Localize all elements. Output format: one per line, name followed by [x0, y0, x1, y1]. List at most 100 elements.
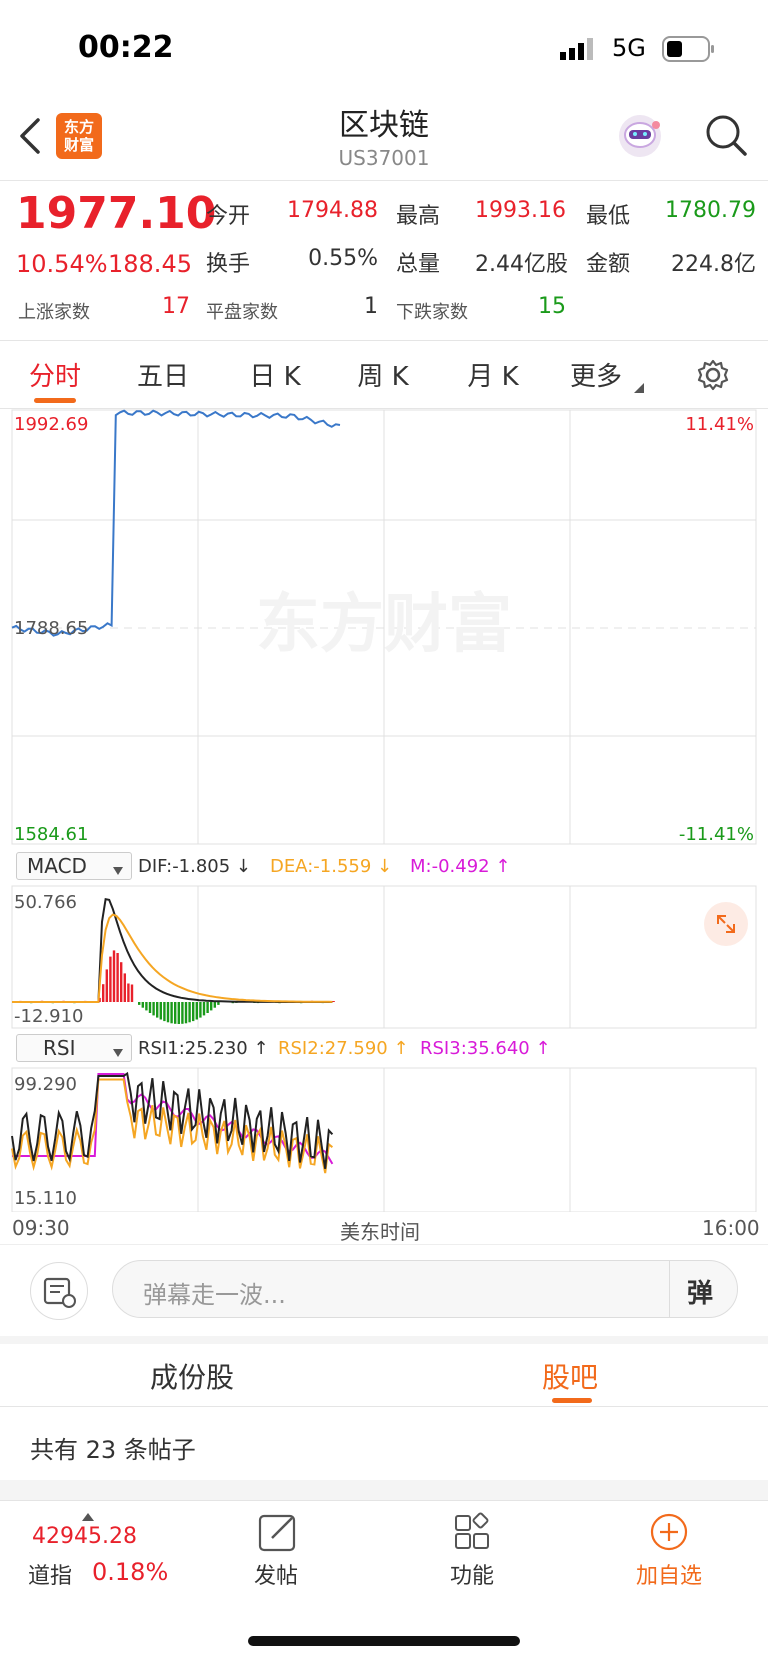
price-bottom-label: 1584.61: [14, 824, 88, 845]
rsi2-value: RSI2:27.590 ↑: [278, 1038, 409, 1059]
settings-gear-icon[interactable]: [696, 358, 730, 392]
add-watchlist-button[interactable]: 加自选: [624, 1510, 714, 1600]
tab-constituents[interactable]: 成份股: [150, 1361, 235, 1394]
macd-bar: [120, 962, 123, 1002]
down-count: 15: [538, 294, 566, 319]
index-up-arrow-icon: [82, 1506, 94, 1525]
expand-icon[interactable]: [704, 902, 748, 946]
macd-bar: [170, 1002, 173, 1024]
battery-icon: [662, 36, 716, 62]
macd-bar: [210, 1002, 213, 1011]
macd-bar: [127, 983, 130, 1002]
danmaku-input[interactable]: 弹幕走一波... 弹: [112, 1260, 738, 1318]
rsi1-value: RSI1:25.230 ↑: [138, 1038, 269, 1059]
rsi-label: RSI: [43, 1036, 76, 1060]
danmaku-placeholder: 弹幕走一波...: [143, 1281, 286, 1309]
macd-bar: [141, 1002, 144, 1008]
tabs-divider: [0, 408, 768, 409]
macd-bar: [145, 1002, 148, 1011]
tab-weekly-k[interactable]: 周 K: [357, 362, 409, 392]
rsi-selector[interactable]: RSI: [16, 1034, 132, 1062]
tab-forum[interactable]: 股吧: [542, 1361, 599, 1394]
current-price: 1977.10: [16, 188, 217, 239]
robot-avatar-icon[interactable]: [616, 113, 664, 159]
amount-value: 224.8亿: [671, 252, 756, 277]
rsi-top-label: 99.290: [14, 1074, 77, 1095]
low-label: 最低: [586, 204, 631, 229]
intraday-chart[interactable]: 东方财富 1992.69 1788.65 1584.61 11.41% -11.…: [0, 408, 768, 848]
turnover-label: 换手: [206, 252, 251, 277]
rsi-bottom-label: 15.110: [14, 1188, 77, 1209]
flat-count: 1: [364, 294, 378, 319]
macd-bar: [166, 1002, 170, 1023]
functions-button[interactable]: 功能: [432, 1510, 512, 1600]
tab-monthly-k[interactable]: 月 K: [467, 362, 519, 392]
macd-bottom-label: -12.910: [14, 1006, 83, 1027]
macd-bar: [202, 1002, 206, 1016]
danmaku-toggle-button[interactable]: 弹: [687, 1279, 714, 1309]
index-value[interactable]: 42945.28: [32, 1524, 137, 1549]
forum-tab-indicator: [552, 1398, 592, 1403]
up-count: 17: [162, 294, 190, 319]
back-icon[interactable]: [18, 116, 44, 156]
tab-5day[interactable]: 五日: [136, 362, 189, 392]
macd-bar: [184, 1002, 188, 1024]
pct-bottom-label: -11.41%: [679, 824, 754, 845]
functions-label: 功能: [449, 1564, 494, 1589]
section-gap-2: [0, 1480, 768, 1502]
macd-dif: DIF:-1.805 ↓: [138, 856, 252, 877]
quote-divider: [0, 340, 768, 341]
turnover-value: 0.55%: [308, 246, 378, 271]
high-value: 1993.16: [475, 198, 566, 223]
macd-bar: [130, 984, 134, 1002]
price-top-label: 1992.69: [14, 414, 88, 435]
macd-bar: [192, 1002, 195, 1022]
add-circle-icon: [650, 1513, 688, 1551]
macd-bar: [102, 984, 105, 1002]
dropdown-caret-icon: [113, 1042, 123, 1061]
tab-more[interactable]: 更多: [570, 362, 623, 392]
dropdown-caret-icon: [113, 860, 123, 879]
post-button[interactable]: 发帖: [236, 1510, 316, 1600]
watermark: 东方财富: [256, 588, 512, 662]
header-divider: [0, 180, 768, 181]
up-label: 上涨家数: [18, 302, 90, 323]
macd-bar: [98, 997, 101, 1002]
add-watchlist-label: 加自选: [635, 1564, 702, 1589]
rsi-chart[interactable]: 99.290 15.110: [0, 1066, 768, 1212]
app-logo: 东方 财富: [56, 113, 102, 159]
notes-icon[interactable]: [30, 1262, 88, 1320]
index-name[interactable]: 道指: [28, 1564, 73, 1589]
macd-bar: [174, 1002, 177, 1024]
signal-icon: [560, 38, 600, 60]
tab-daily-k[interactable]: 日 K: [249, 362, 301, 392]
index-percent[interactable]: 0.18%: [92, 1558, 169, 1586]
flat-label: 平盘家数: [206, 302, 278, 323]
section-gap: [0, 1336, 768, 1344]
macd-bar: [195, 1002, 198, 1020]
macd-bar: [159, 1002, 162, 1020]
tab-intraday[interactable]: 分时: [28, 362, 81, 392]
pct-top-label: 11.41%: [685, 414, 754, 435]
macd-bar: [177, 1002, 180, 1024]
macd-bar: [156, 1002, 159, 1018]
amount-label: 金额: [586, 252, 631, 277]
search-icon[interactable]: [704, 113, 748, 157]
volume-value: 2.44亿股: [475, 252, 568, 277]
open-value: 1794.88: [287, 198, 378, 223]
rsi3-value: RSI3:35.640 ↑: [420, 1038, 551, 1059]
more-caret-icon: [634, 378, 644, 397]
status-time: 00:22: [78, 30, 174, 65]
post-count: 共有 23 条帖子: [30, 1436, 196, 1464]
page-title: 区块链: [339, 108, 429, 143]
macd-bar: [188, 1002, 191, 1023]
change-percent: 10.54%: [16, 250, 108, 278]
macd-chart[interactable]: 50.766 -12.910: [0, 884, 768, 1030]
home-indicator: [248, 1636, 520, 1646]
macd-selector[interactable]: MACD: [16, 852, 132, 880]
low-value: 1780.79: [665, 198, 756, 223]
macd-dea-line: [12, 913, 333, 1003]
time-zone-label: 美东时间: [340, 1220, 420, 1244]
macd-bar: [112, 950, 116, 1002]
macd-bar: [206, 1002, 209, 1013]
